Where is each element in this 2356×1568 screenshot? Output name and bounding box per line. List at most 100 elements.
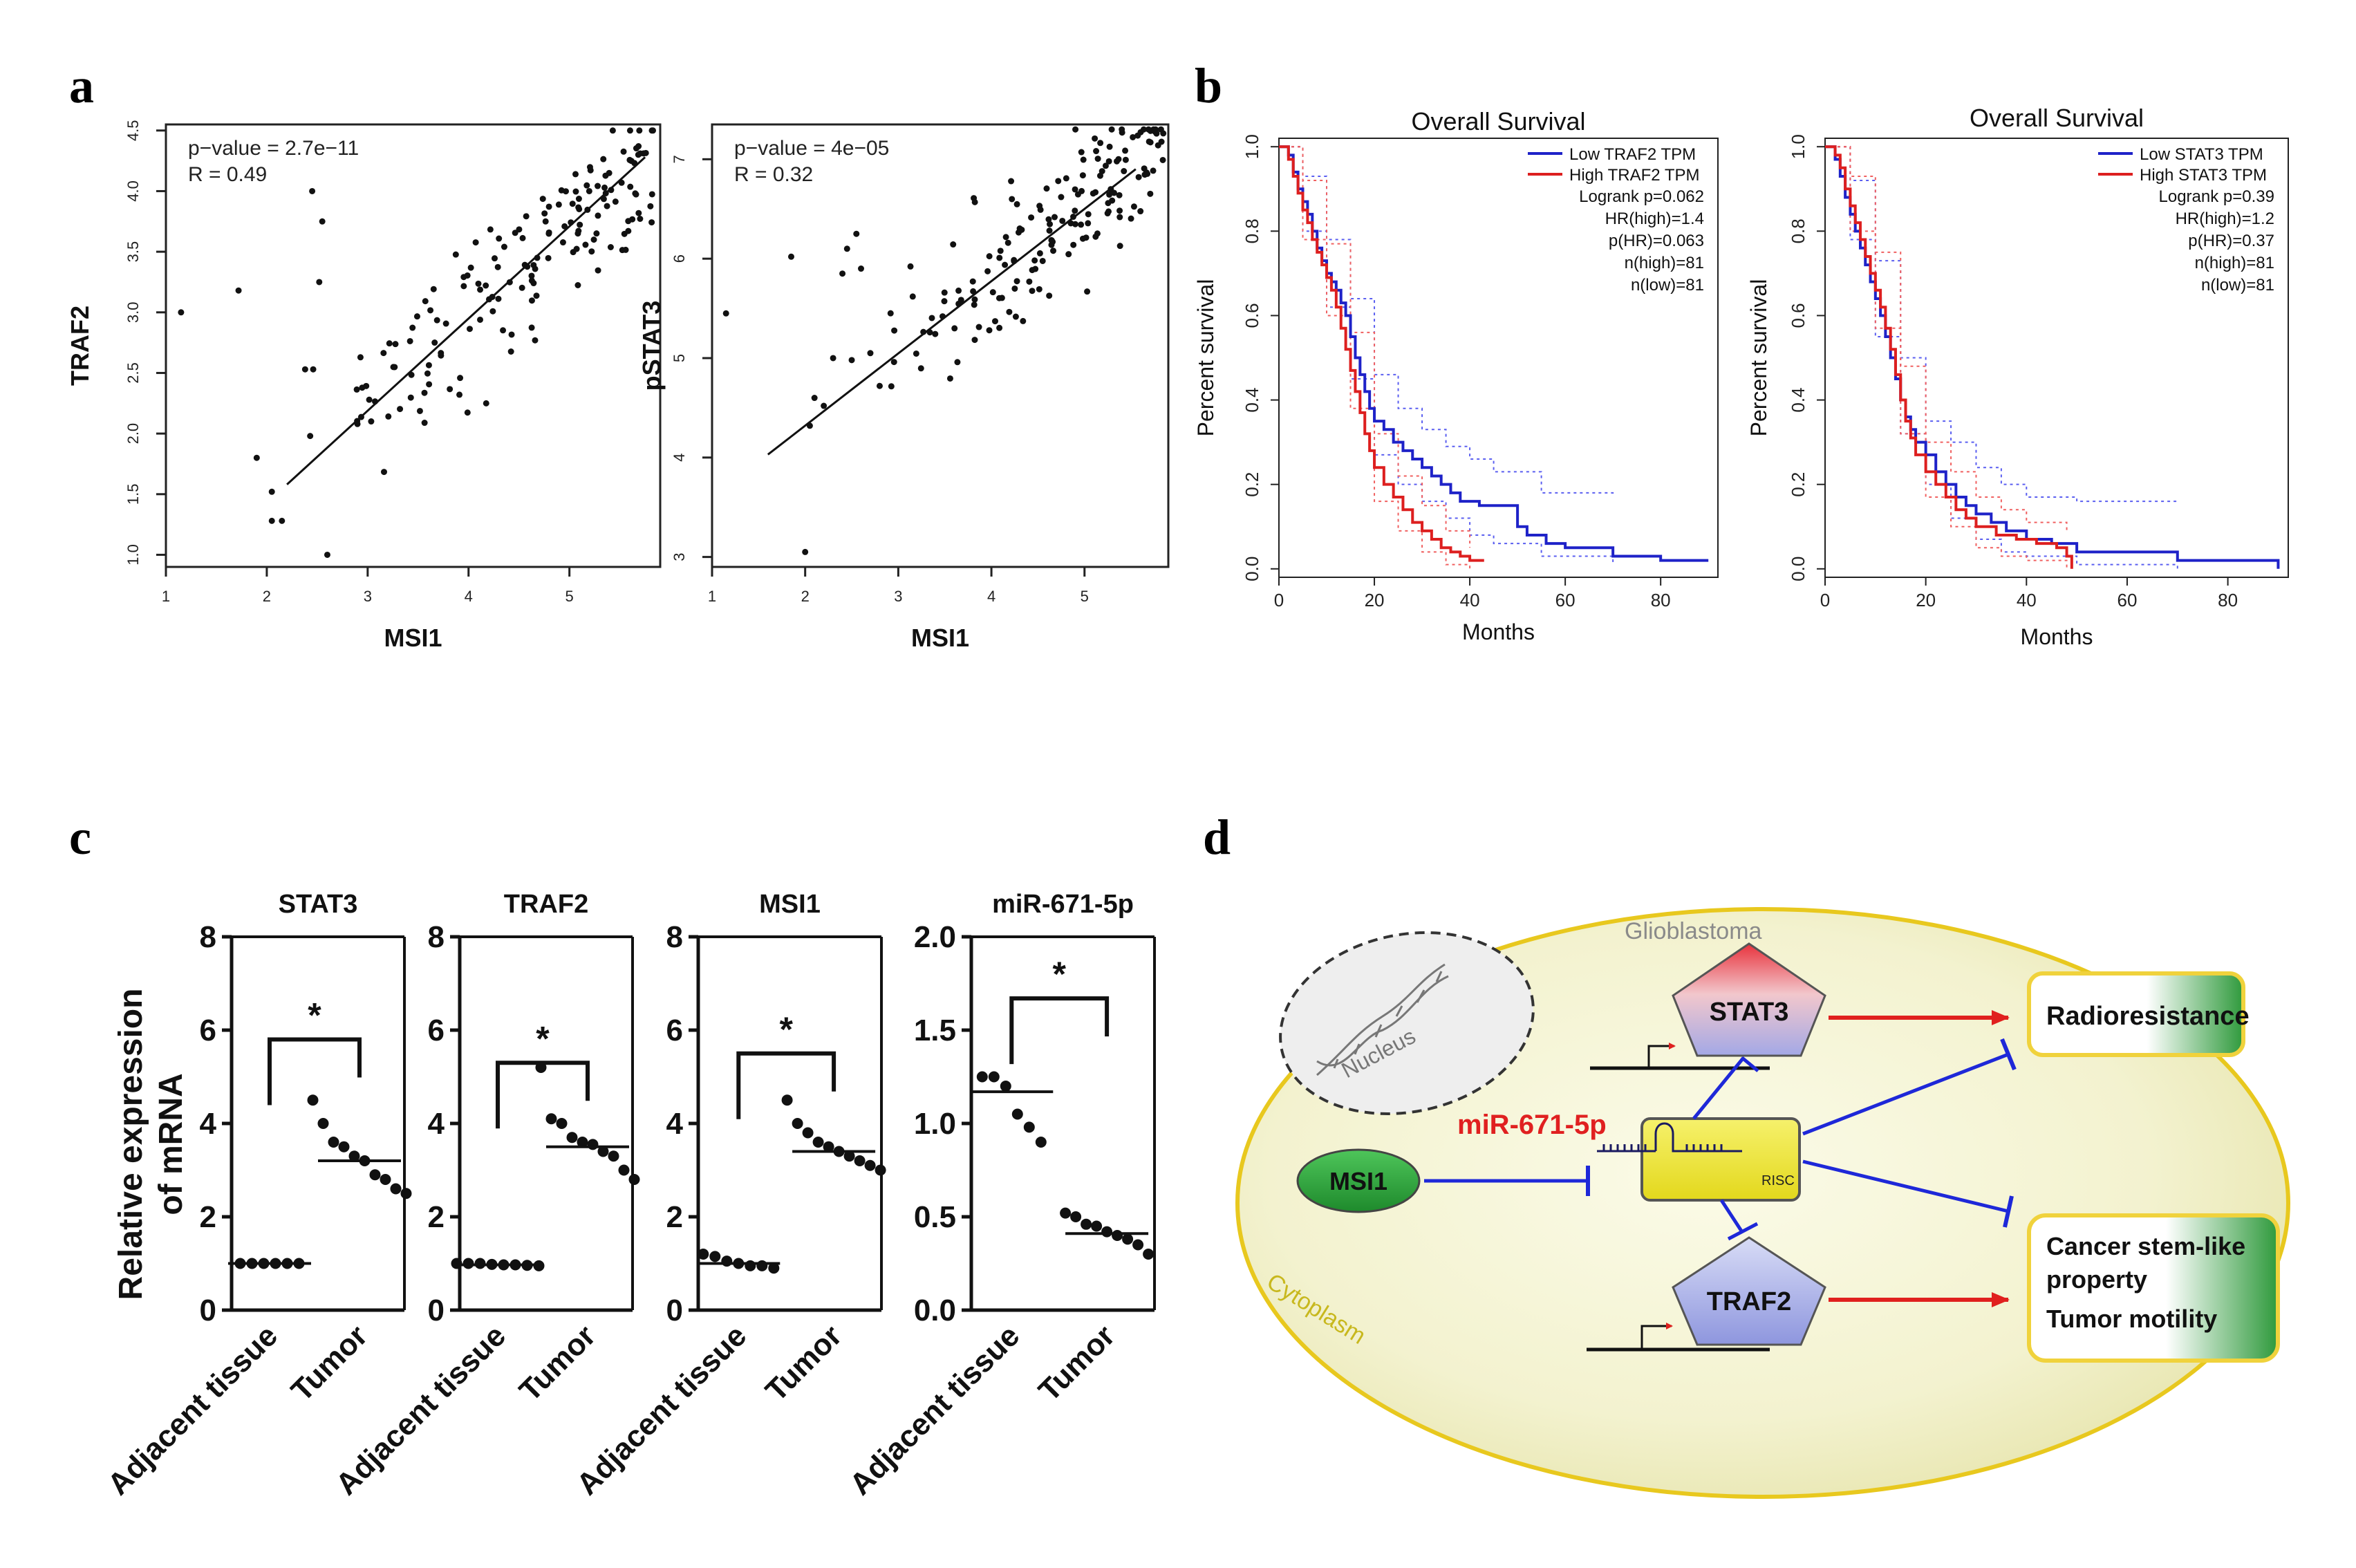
outcome-radioresistance-box bbox=[2027, 971, 2245, 1057]
y-tick-label: 6 bbox=[428, 1014, 445, 1047]
data-point bbox=[1122, 147, 1129, 154]
plot-frame bbox=[1824, 138, 2289, 578]
y-tick-label: 2 bbox=[666, 1200, 683, 1234]
ci-upper-line bbox=[1279, 146, 1614, 497]
msi1-protein bbox=[1296, 1148, 1421, 1213]
data-point bbox=[1140, 126, 1147, 133]
data-point bbox=[1112, 1230, 1123, 1241]
legend-label: Low TRAF2 TPM bbox=[1569, 145, 1696, 164]
survival-curve bbox=[1279, 145, 1709, 562]
data-point bbox=[532, 265, 539, 272]
data-point bbox=[523, 213, 530, 220]
y-tick-label: 0.0 bbox=[1242, 557, 1262, 581]
ci-lower-line bbox=[1279, 146, 1471, 569]
data-point bbox=[369, 1169, 381, 1181]
data-point bbox=[1046, 227, 1053, 234]
data-point bbox=[462, 1258, 474, 1269]
data-point bbox=[569, 200, 576, 207]
data-point bbox=[642, 149, 649, 156]
data-point bbox=[1004, 239, 1011, 246]
plot-frame bbox=[165, 123, 662, 568]
data-point bbox=[607, 244, 614, 251]
data-point bbox=[1150, 167, 1157, 174]
data-point bbox=[722, 310, 729, 317]
y-tick-label: 2.0 bbox=[124, 423, 142, 445]
data-point bbox=[1083, 234, 1090, 241]
data-point bbox=[1147, 190, 1154, 197]
y-tick-label: 1.5 bbox=[914, 1014, 956, 1047]
data-point bbox=[635, 151, 642, 158]
data-point bbox=[1013, 200, 1020, 207]
significance-bracket bbox=[736, 1051, 836, 1119]
data-point bbox=[839, 270, 846, 277]
x-tick-label: 2 bbox=[263, 588, 271, 605]
data-point bbox=[1012, 313, 1019, 320]
risc-complex bbox=[1640, 1117, 1801, 1202]
y-axis-label: Percent survival bbox=[1193, 279, 1218, 437]
data-point bbox=[309, 187, 316, 194]
data-point bbox=[1006, 308, 1013, 315]
significance-bracket bbox=[496, 1061, 590, 1129]
data-point bbox=[487, 226, 494, 233]
data-point bbox=[582, 241, 589, 248]
data-point bbox=[1119, 126, 1125, 133]
data-point bbox=[500, 327, 507, 334]
data-point bbox=[971, 296, 978, 303]
risc-label: RISC bbox=[1761, 1173, 1795, 1188]
data-point bbox=[595, 267, 601, 274]
survival-curve bbox=[1279, 145, 1484, 562]
data-point bbox=[489, 308, 496, 315]
data-point bbox=[421, 389, 428, 396]
y-tick-label: 0.6 bbox=[1242, 303, 1262, 328]
data-point bbox=[253, 454, 260, 461]
y-tick-label: 3 bbox=[671, 552, 688, 561]
y-axis-label: Relative expression of mRNA bbox=[113, 989, 189, 1300]
survival-curve bbox=[1825, 145, 2280, 569]
data-point bbox=[854, 1155, 866, 1166]
data-point bbox=[1016, 225, 1023, 232]
data-point bbox=[1045, 216, 1052, 223]
data-point bbox=[1002, 261, 1009, 268]
y-tick-label: 0.0 bbox=[914, 1294, 956, 1327]
x-axis-label: MSI1 bbox=[384, 624, 442, 652]
data-point bbox=[917, 365, 924, 372]
data-point bbox=[424, 370, 431, 377]
data-point bbox=[1023, 1121, 1035, 1133]
y-tick-label: 6 bbox=[666, 1014, 683, 1047]
x-category-label: Tumor bbox=[759, 1318, 848, 1408]
x-tick-label: 40 bbox=[2017, 590, 2037, 610]
data-point bbox=[1060, 1207, 1072, 1219]
data-point bbox=[1011, 285, 1018, 292]
data-point bbox=[380, 1174, 391, 1185]
data-point bbox=[888, 383, 895, 390]
x-tick-label: 20 bbox=[1365, 590, 1385, 610]
x-category-label: Tumor bbox=[1032, 1318, 1121, 1408]
data-point bbox=[633, 191, 639, 198]
data-point bbox=[768, 1262, 780, 1274]
stat-label: R = 0.32 bbox=[734, 163, 813, 186]
y-tick-label: 1.0 bbox=[1788, 134, 1808, 159]
data-point bbox=[496, 235, 503, 242]
data-point bbox=[1128, 215, 1134, 222]
data-point bbox=[1105, 158, 1112, 165]
data-point bbox=[781, 1094, 793, 1106]
data-point bbox=[647, 203, 654, 209]
data-point bbox=[460, 274, 467, 281]
outcome-motility-label: Tumor motility bbox=[2046, 1305, 2217, 1333]
data-point bbox=[1106, 191, 1113, 198]
data-point bbox=[941, 289, 948, 296]
chart-title: MSI1 bbox=[759, 890, 821, 919]
data-point bbox=[407, 394, 414, 401]
data-point bbox=[400, 1188, 412, 1200]
data-point bbox=[1050, 248, 1057, 254]
data-point bbox=[890, 359, 897, 366]
data-point bbox=[620, 148, 627, 155]
y-tick-label: 2.0 bbox=[914, 920, 956, 954]
data-point bbox=[627, 183, 634, 190]
data-point bbox=[392, 341, 399, 348]
data-point bbox=[268, 517, 275, 524]
data-point bbox=[1026, 278, 1033, 285]
data-point bbox=[307, 433, 314, 440]
y-tick-label: 7 bbox=[671, 155, 688, 163]
data-point bbox=[559, 239, 566, 246]
